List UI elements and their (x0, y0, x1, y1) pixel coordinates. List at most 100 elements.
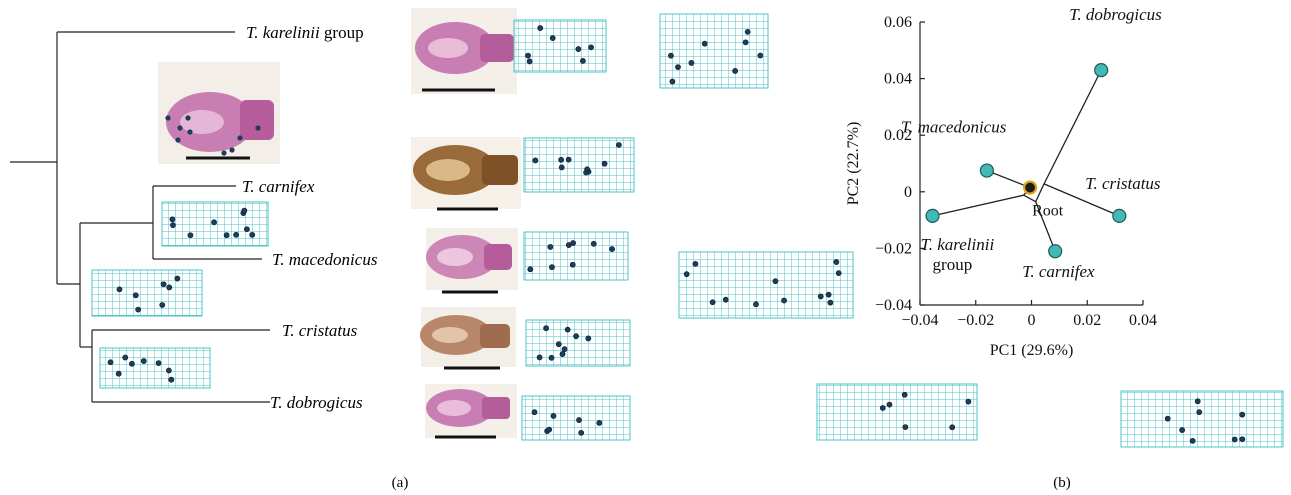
landmark-dot (561, 346, 568, 353)
landmark-dot (536, 354, 543, 361)
landmark-dot (549, 264, 555, 271)
skull-landmarks (165, 115, 261, 156)
landmark-dot (565, 156, 572, 163)
x-tick-label: −0.02 (957, 312, 994, 329)
x-tick-label: −0.04 (901, 312, 938, 329)
landmark-dot (692, 261, 699, 267)
deformation-grids (91, 13, 1284, 448)
point-label-macedonicus: T. macedonicus (901, 118, 1007, 137)
landmark-dot (753, 301, 759, 308)
landmark-dot (744, 28, 751, 35)
deformation-grid (161, 201, 269, 247)
taxon-label-cristatus: T. cristatus (282, 321, 358, 340)
tree-edge (986, 169, 1031, 189)
landmark-dot (140, 358, 147, 364)
landmark-dot (233, 231, 240, 238)
landmark-dot (609, 246, 615, 252)
deformation-grid (91, 269, 203, 317)
landmark-dot (833, 259, 840, 265)
landmark-dot (559, 351, 566, 357)
taxon-label-carnifex: T. carnifex (242, 177, 315, 196)
landmark-dot (135, 306, 142, 313)
landmark-dot (827, 299, 834, 306)
deformation-grid (525, 319, 631, 367)
landmark-dot (170, 222, 176, 229)
landmark-dot (579, 58, 586, 64)
landmark-dot (543, 325, 549, 332)
deformation-grid (523, 137, 635, 193)
landmark-dot (107, 359, 114, 366)
landmark-dot (578, 429, 585, 436)
taxon-label-macedonicus: T. macedonicus (272, 250, 378, 269)
y-tick-label: 0.06 (884, 14, 912, 31)
panel-label-b: (b) (1053, 475, 1071, 491)
landmark-dot (949, 424, 956, 431)
x-tick-label: 0 (1028, 312, 1036, 329)
landmark-dot (122, 354, 129, 361)
landmark-dot (668, 52, 674, 59)
deformation-grid (99, 347, 211, 389)
tree-edge (1043, 69, 1102, 185)
landmark-dot (237, 135, 243, 141)
landmark-dot (588, 44, 594, 51)
landmark-dot (584, 166, 591, 173)
skull-photo-carnifex (411, 137, 521, 211)
landmark-dot (570, 240, 577, 246)
landmark-dot (558, 156, 565, 163)
landmark-dot (901, 391, 908, 398)
landmark-dot (525, 52, 531, 59)
landmark-dot (772, 278, 779, 285)
landmark-dot (675, 64, 681, 71)
deformation-grid (1120, 390, 1284, 448)
phylogeny-tree (10, 31, 270, 403)
y-axis-label: PC2 (22.7%) (845, 122, 862, 206)
landmark-dot (548, 354, 555, 361)
point-root (1023, 180, 1038, 195)
landmark-dot (547, 244, 554, 250)
landmark-dot (211, 219, 217, 226)
landmark-dot (159, 302, 166, 308)
point-macedonicus (979, 163, 995, 178)
landmark-dot (549, 35, 556, 42)
deformation-grid (513, 19, 607, 73)
landmark-dot (175, 137, 181, 143)
landmark-dot (569, 261, 576, 268)
landmark-dot (537, 25, 544, 31)
landmark-dot (781, 297, 787, 304)
landmark-dot (546, 426, 553, 433)
landmark-dot (601, 160, 608, 167)
landmark-dot (177, 125, 183, 131)
landmark-dot (732, 68, 739, 74)
deformation-grid (523, 231, 629, 281)
y-tick-label: 0.02 (884, 127, 912, 144)
point-label-karelinii: T. karelinii (921, 235, 995, 254)
landmark-dot (1196, 409, 1203, 416)
y-tick-label: −0.04 (875, 297, 912, 314)
landmark-dot (590, 240, 597, 247)
skull-photo-karelinii (411, 8, 517, 94)
landmark-dot (255, 125, 261, 131)
landmark-dot (160, 281, 167, 288)
landmark-dot (835, 270, 842, 277)
landmark-dot (249, 231, 256, 238)
landmark-dot (1179, 427, 1186, 433)
deformation-grid (659, 13, 769, 89)
landmark-dot (169, 216, 176, 223)
landmark-dot (129, 360, 135, 367)
landmark-dot (221, 150, 227, 156)
x-axis-label: PC1 (29.6%) (990, 342, 1074, 359)
tree-edge (1043, 183, 1120, 217)
landmark-dot (902, 424, 909, 430)
landmark-dot (683, 271, 690, 278)
landmark-dot (187, 129, 193, 135)
y-tick-label: 0.04 (884, 71, 912, 88)
point-cristatus (1112, 208, 1127, 223)
y-tick-label: 0 (904, 184, 912, 201)
point-label-dobrogicus: T. dobrogicus (1069, 5, 1162, 24)
tree-edge (1023, 194, 1036, 203)
tree-edge (932, 194, 1024, 217)
panel-label-a: (a) (392, 475, 409, 491)
landmark-dot (573, 333, 579, 340)
landmark-dot (965, 398, 972, 405)
